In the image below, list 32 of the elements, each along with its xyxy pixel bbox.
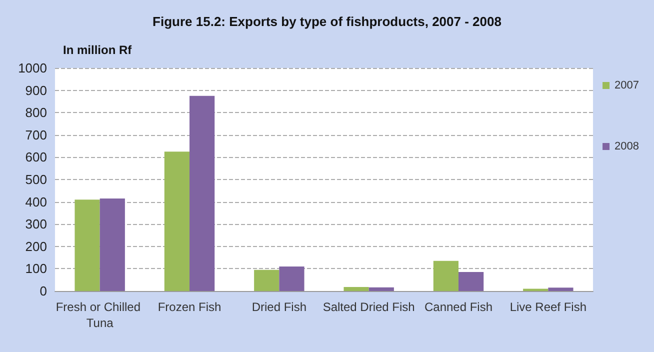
y-tick-label: 500 [25, 172, 47, 187]
bar [100, 198, 125, 291]
y-tick-label: 600 [25, 150, 47, 165]
bar [279, 266, 304, 291]
legend-label: 2007 [614, 80, 640, 92]
y-tick-label: 200 [25, 238, 47, 254]
x-tick-label: Salted Dried Fish [322, 300, 415, 314]
y-tick-label: 900 [25, 82, 47, 98]
y-tick-label: 1000 [18, 60, 47, 76]
y-tick-label: 800 [25, 105, 47, 120]
bar [74, 200, 100, 291]
bar [190, 96, 215, 291]
bar [548, 288, 574, 291]
bar [368, 287, 394, 291]
chart-title: Figure 15.2: Exports by type of fishproducts, 2007 - 2008 [152, 14, 502, 29]
y-tick-label: 700 [25, 127, 47, 142]
bar [344, 286, 369, 291]
y-axis-title: In million Rf [63, 43, 133, 57]
y-tick-label: 300 [25, 216, 47, 232]
y-tick-label: 0 [40, 284, 47, 298]
bar [458, 272, 484, 291]
x-tick-label: Fresh or Chilled Tuna [56, 300, 144, 330]
bar [433, 260, 458, 291]
x-tick-label: Live Reef Fish [510, 300, 587, 314]
x-tick-label: Frozen Fish [158, 300, 222, 314]
y-tick-label: 100 [25, 261, 47, 276]
bar [164, 152, 190, 291]
legend-label: 2008 [614, 140, 640, 152]
y-tick-label: 400 [25, 194, 47, 210]
x-tick-label: Canned Fish [424, 300, 493, 314]
bar [254, 270, 280, 291]
x-tick-label: Dried Fish [252, 300, 307, 314]
